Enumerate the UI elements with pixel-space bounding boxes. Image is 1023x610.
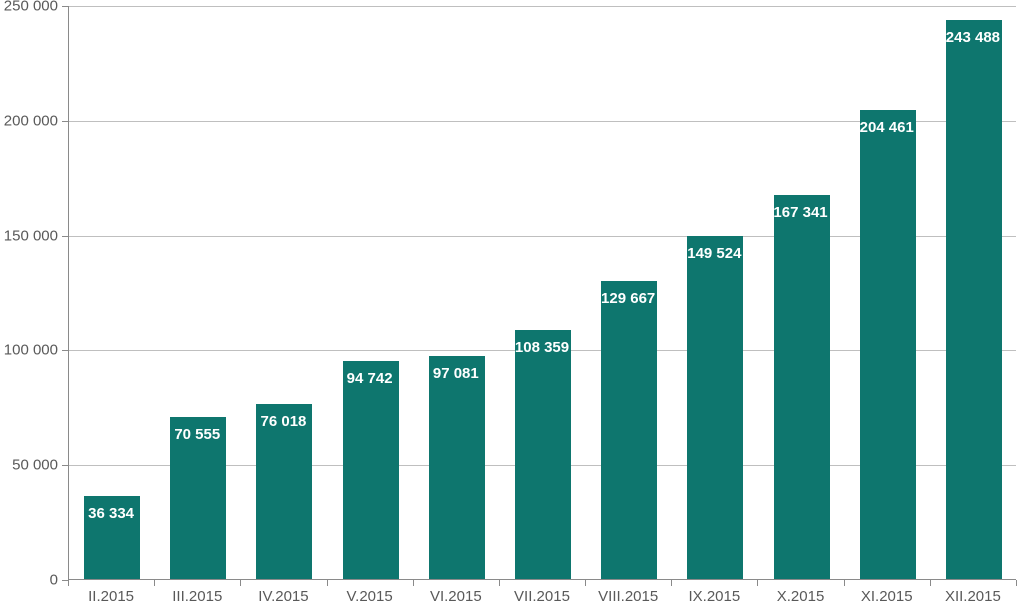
x-tick bbox=[327, 580, 328, 586]
x-tick bbox=[757, 580, 758, 586]
y-axis-label: 0 bbox=[50, 572, 58, 589]
bar-value-label: 70 555 bbox=[174, 426, 220, 443]
plot-area bbox=[68, 6, 1016, 580]
x-axis-label: V.2015 bbox=[347, 588, 393, 605]
x-tick bbox=[68, 580, 69, 586]
x-tick bbox=[844, 580, 845, 586]
x-tick bbox=[413, 580, 414, 586]
x-axis-label: XII.2015 bbox=[945, 588, 1001, 605]
bar bbox=[946, 20, 1002, 579]
bar bbox=[860, 110, 916, 579]
bar bbox=[774, 195, 830, 579]
bar bbox=[256, 404, 312, 579]
gridline bbox=[69, 6, 1016, 7]
bar-chart: 0 50 000 100 000 150 000 200 000 250 000 36 33… bbox=[0, 0, 1023, 610]
bar bbox=[343, 361, 399, 579]
x-tick bbox=[1016, 580, 1017, 586]
y-axis-label: 200 000 bbox=[4, 112, 58, 129]
x-axis-label: III.2015 bbox=[172, 588, 222, 605]
x-tick bbox=[499, 580, 500, 586]
bar-value-label: 97 081 bbox=[433, 365, 479, 382]
bar-value-label: 204 461 bbox=[860, 119, 914, 136]
y-axis-label: 50 000 bbox=[12, 457, 58, 474]
x-axis-label: XI.2015 bbox=[861, 588, 913, 605]
x-tick bbox=[585, 580, 586, 586]
x-axis-label: X.2015 bbox=[777, 588, 825, 605]
bar-value-label: 108 359 bbox=[515, 339, 569, 356]
bar bbox=[687, 236, 743, 579]
bar bbox=[429, 356, 485, 579]
bar bbox=[601, 281, 657, 579]
bar-value-label: 129 667 bbox=[601, 290, 655, 307]
x-tick bbox=[930, 580, 931, 586]
x-axis-label: IV.2015 bbox=[258, 588, 308, 605]
x-tick bbox=[240, 580, 241, 586]
y-tick bbox=[62, 236, 68, 237]
bar-value-label: 243 488 bbox=[946, 29, 1000, 46]
y-axis-label: 100 000 bbox=[4, 342, 58, 359]
bar-value-label: 94 742 bbox=[347, 370, 393, 387]
y-tick bbox=[62, 121, 68, 122]
y-tick bbox=[62, 465, 68, 466]
y-tick bbox=[62, 350, 68, 351]
y-axis-label: 250 000 bbox=[4, 0, 58, 15]
x-axis-label: II.2015 bbox=[88, 588, 134, 605]
bar-value-label: 76 018 bbox=[261, 413, 307, 430]
x-tick bbox=[671, 580, 672, 586]
x-axis-label: VII.2015 bbox=[514, 588, 570, 605]
x-axis-label: VI.2015 bbox=[430, 588, 482, 605]
x-axis-label: VIII.2015 bbox=[598, 588, 658, 605]
x-axis-label: IX.2015 bbox=[689, 588, 741, 605]
bar bbox=[515, 330, 571, 579]
bar-value-label: 149 524 bbox=[687, 245, 741, 262]
y-axis-label: 150 000 bbox=[4, 227, 58, 244]
bar-value-label: 167 341 bbox=[773, 204, 827, 221]
bar-value-label: 36 334 bbox=[88, 505, 134, 522]
x-tick bbox=[154, 580, 155, 586]
y-tick bbox=[62, 6, 68, 7]
